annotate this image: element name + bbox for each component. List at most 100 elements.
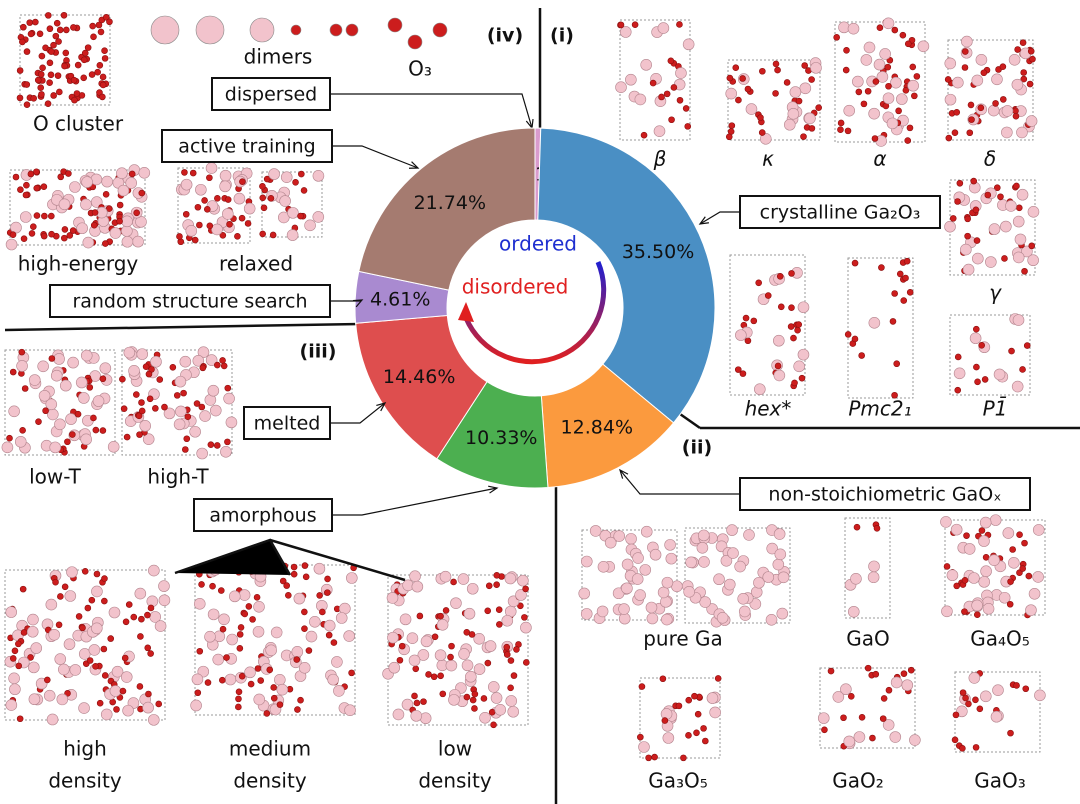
- atom: [249, 17, 275, 43]
- atom: [148, 714, 160, 726]
- atom: [880, 695, 888, 702]
- atom: [54, 72, 62, 79]
- atom: [279, 195, 291, 207]
- atom: [97, 28, 105, 36]
- atom: [631, 573, 644, 585]
- atom: [16, 94, 24, 102]
- atom: [661, 576, 674, 589]
- atom: [720, 554, 733, 567]
- structure-label: GaO₃: [974, 769, 1026, 793]
- wedge: [537, 127, 716, 424]
- arrow-head: [698, 216, 709, 225]
- data-label: 10.33%: [465, 427, 537, 449]
- atom: [867, 571, 880, 584]
- atom: [1016, 531, 1023, 539]
- structure-label: pure Ga: [643, 627, 723, 651]
- atom: [726, 524, 738, 536]
- atom: [90, 414, 97, 422]
- atom: [33, 184, 41, 192]
- atom: [430, 673, 438, 681]
- atom: [75, 376, 88, 389]
- atom: [797, 348, 810, 361]
- atom: [774, 66, 781, 74]
- atom: [136, 348, 149, 360]
- atom: [900, 670, 908, 677]
- atom: [515, 589, 527, 601]
- atom: [758, 129, 766, 136]
- atom: [972, 252, 984, 265]
- atom: [619, 26, 632, 38]
- atom: [106, 18, 113, 26]
- atom: [893, 360, 901, 368]
- atom: [109, 685, 122, 697]
- atom: [798, 374, 806, 382]
- atom: [69, 227, 77, 234]
- atom: [121, 215, 133, 228]
- atom: [23, 81, 31, 88]
- atom: [22, 191, 30, 199]
- atom: [788, 270, 795, 277]
- atom: [138, 189, 146, 197]
- atom: [904, 137, 912, 144]
- atom: [189, 425, 201, 438]
- atom: [26, 625, 39, 638]
- atom: [69, 431, 76, 438]
- atom: [971, 74, 984, 87]
- atom: [843, 735, 856, 748]
- atom: [304, 219, 316, 232]
- atom: [224, 384, 232, 392]
- atom: [490, 692, 503, 704]
- atom: [80, 349, 93, 362]
- atom: [903, 257, 911, 265]
- atom: [207, 608, 220, 621]
- atom: [1021, 539, 1028, 547]
- atom: [1012, 215, 1025, 228]
- atom: [286, 229, 299, 241]
- atom: [999, 96, 1007, 103]
- atom: [959, 689, 967, 696]
- atom: [305, 630, 318, 643]
- atom: [116, 201, 124, 209]
- atom: [907, 79, 919, 92]
- atom: [291, 646, 304, 658]
- atom: [634, 93, 647, 106]
- atom: [847, 22, 860, 35]
- atom: [11, 647, 19, 655]
- atom: [847, 605, 860, 618]
- atom: [6, 434, 13, 442]
- atom: [978, 576, 991, 588]
- atom: [41, 212, 48, 220]
- atom: [960, 243, 972, 256]
- atom: [90, 221, 98, 229]
- atom: [145, 370, 153, 378]
- atom: [1009, 546, 1016, 553]
- atom: [254, 665, 262, 672]
- atom: [101, 55, 109, 62]
- atom: [981, 376, 989, 383]
- atom: [1008, 347, 1015, 355]
- atom: [879, 48, 891, 60]
- atom: [1007, 578, 1014, 585]
- atom: [155, 700, 163, 708]
- atom: [698, 556, 710, 568]
- structure-label: density: [418, 769, 491, 793]
- atom: [79, 624, 86, 632]
- atom: [1032, 571, 1044, 583]
- atom: [645, 754, 652, 762]
- atom: [891, 26, 899, 34]
- atom: [387, 631, 399, 644]
- atom: [1001, 126, 1013, 139]
- atom: [69, 181, 81, 193]
- atom: [26, 19, 34, 26]
- atom: [144, 644, 152, 652]
- annotation: ordered: [499, 232, 577, 256]
- atom: [864, 87, 872, 95]
- atom: [86, 657, 94, 664]
- atom: [868, 317, 881, 329]
- atom: [431, 633, 439, 641]
- atom: [1027, 206, 1040, 218]
- atom: [46, 713, 59, 726]
- atom: [90, 33, 97, 41]
- atom: [664, 539, 676, 551]
- atom: [74, 410, 82, 418]
